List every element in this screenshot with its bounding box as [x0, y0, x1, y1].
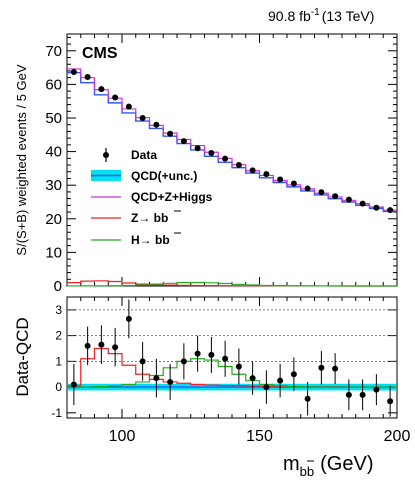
legend-entry-h: H→ bb	[91, 232, 181, 247]
top-data-point	[373, 204, 380, 211]
legend: Data QCD(+unc.) QCD+Z+Higgs Z→ bb H→ bb	[91, 148, 213, 247]
bottom-data-point	[332, 365, 339, 372]
legend-entry-qcd-zh: QCD+Z+Higgs	[91, 190, 213, 204]
bottom-data-point	[180, 358, 187, 365]
x-tick-label: 200	[384, 428, 411, 445]
top-data-point	[304, 185, 311, 192]
bottom-plot	[67, 299, 397, 417]
top-y-tick-label: 20	[45, 211, 62, 228]
bottom-data-point	[277, 377, 284, 384]
bottom-data-point	[222, 355, 229, 362]
bottom-data-point	[125, 315, 132, 322]
bottom-data-point	[208, 351, 215, 358]
bottom-data-point	[263, 384, 270, 391]
top-data-point	[235, 162, 242, 169]
cms-label: CMS	[82, 45, 118, 62]
top-data-point	[359, 200, 366, 207]
top-axes: 0 10 20 30 40 50 60 70	[45, 34, 398, 295]
bottom-data-point	[290, 371, 297, 378]
top-data-point	[70, 68, 77, 75]
x-axis-label-subscript: bb	[300, 464, 314, 479]
x-tick-label: 150	[246, 428, 273, 445]
top-y-tick-label: 10	[45, 244, 62, 261]
legend-label-h: H→ bb	[131, 233, 170, 247]
top-plot	[67, 68, 397, 287]
bottom-data-point	[112, 344, 119, 351]
top-data-point	[277, 176, 284, 183]
bottom-data-point	[318, 364, 325, 371]
bottom-data-point	[139, 358, 146, 365]
top-data-point	[332, 193, 339, 200]
bottom-series-h-bb	[67, 358, 397, 388]
bottom-y-tick-label: -1	[51, 406, 62, 420]
top-data-point	[290, 180, 297, 187]
top-data-point	[222, 155, 229, 162]
top-data-point	[208, 149, 215, 156]
bottom-data-point	[98, 341, 105, 348]
top-data-point	[194, 145, 201, 152]
top-y-tick-label: 40	[45, 144, 62, 161]
top-data-point	[153, 121, 160, 128]
top-data-point	[112, 94, 119, 101]
legend-label-data: Data	[131, 148, 157, 162]
bottom-data-point	[249, 375, 256, 382]
top-series-qcd-z-higgs	[67, 68, 397, 211]
top-data-point	[318, 189, 325, 196]
legend-label-qcd-zh: QCD+Z+Higgs	[131, 190, 213, 204]
bottom-data-point	[167, 378, 174, 385]
bottom-data-point	[359, 391, 366, 398]
bottom-y-tick-label: 1	[55, 354, 62, 368]
bottom-data-point	[70, 381, 77, 388]
bottom-panel-frame	[66, 296, 398, 419]
bottom-data-point	[345, 391, 352, 398]
x-tick-label: 100	[109, 428, 136, 445]
bottom-axes: 100 150 200 -1 0 1 2 3	[51, 297, 410, 445]
top-data-point	[139, 115, 146, 121]
top-data-point	[180, 138, 187, 145]
bottom-y-tick-label: 2	[55, 329, 62, 343]
top-y-tick-label: 30	[45, 177, 62, 194]
top-series-qcd-unc	[67, 71, 397, 213]
legend-label-qcd: QCD(+unc.)	[131, 169, 197, 183]
bottom-data-point	[373, 386, 380, 393]
bottom-data-point	[153, 375, 160, 382]
top-y-tick-label: 60	[45, 76, 62, 93]
top-data-point	[263, 171, 270, 178]
legend-entry-z: Z→ bb	[91, 210, 181, 225]
top-data-point	[98, 86, 105, 93]
top-data-point	[345, 196, 352, 203]
top-y-axis-label: S/(S+B) weighted events / 5 GeV	[14, 64, 29, 255]
top-y-tick-label: 50	[45, 110, 62, 127]
bottom-y-tick-label: 0	[55, 380, 62, 394]
bottom-data-point	[194, 350, 201, 357]
top-series-h-bb	[67, 281, 397, 287]
top-data-point	[249, 167, 256, 174]
lumi-label: 90.8 fb-1 (13 TeV)	[268, 7, 374, 24]
bottom-y-axis-label: Data-QCD	[13, 317, 32, 396]
legend-label-z: Z→ bb	[131, 211, 168, 225]
top-data-point	[125, 103, 132, 110]
x-axis-label: mbb (GeV)	[283, 453, 373, 479]
bottom-data-point	[84, 342, 91, 349]
bottom-data-point	[235, 363, 242, 370]
bottom-data-point	[304, 395, 311, 402]
top-data-point	[167, 130, 174, 137]
legend-data-marker	[103, 152, 109, 158]
bottom-y-tick-label: 3	[55, 303, 62, 317]
top-y-tick-label: 0	[54, 278, 62, 295]
top-y-tick-label: 70	[45, 43, 62, 60]
legend-entry-data: Data	[103, 148, 157, 162]
bottom-data-point	[387, 398, 394, 405]
top-data-point	[84, 74, 91, 81]
top-data-point	[387, 207, 394, 214]
legend-entry-qcd: QCD(+unc.)	[91, 169, 197, 183]
